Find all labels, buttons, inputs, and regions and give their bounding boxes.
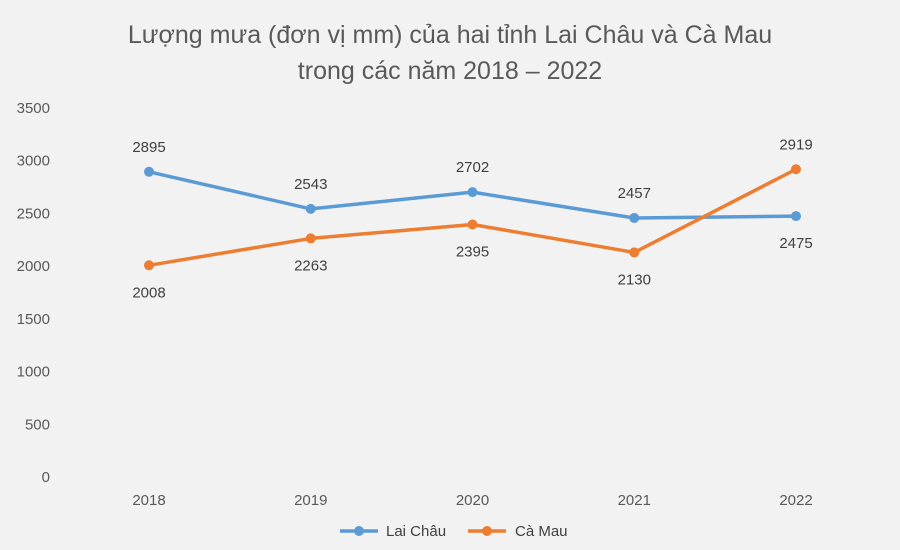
- y-tick-label: 3500: [17, 100, 50, 117]
- data-label: 2895: [132, 139, 165, 156]
- data-label: 2543: [294, 176, 327, 193]
- y-tick-label: 2500: [17, 205, 50, 222]
- x-tick-label: 2020: [456, 492, 489, 509]
- data-point: [467, 187, 478, 198]
- legend-swatch-marker: [482, 526, 492, 536]
- data-label: 2919: [779, 136, 812, 153]
- data-point: [305, 233, 316, 244]
- y-tick-label: 3000: [17, 153, 50, 170]
- legend-swatch-marker: [354, 526, 364, 536]
- x-tick-label: 2019: [294, 492, 327, 509]
- y-tick-label: 1500: [17, 311, 50, 328]
- legend-label: Lai Châu: [386, 523, 446, 540]
- chart-title: Lượng mưa (đơn vị mm) của hai tỉnh Lai C…: [127, 21, 773, 49]
- data-point: [467, 219, 478, 230]
- data-point: [791, 211, 801, 222]
- y-tick-label: 1000: [17, 364, 50, 381]
- x-tick-label: 2018: [132, 492, 165, 509]
- data-point: [305, 203, 316, 214]
- data-label: 2263: [294, 257, 327, 274]
- data-point: [791, 164, 801, 175]
- data-label: 2475: [779, 235, 812, 252]
- data-label: 2395: [456, 243, 489, 260]
- data-point: [144, 166, 154, 177]
- data-point: [144, 260, 154, 271]
- data-point: [629, 212, 640, 223]
- data-label: 2130: [618, 271, 651, 288]
- y-tick-label: 500: [25, 416, 50, 433]
- y-tick-label: 0: [42, 469, 50, 486]
- legend-item: Lai Châu: [340, 523, 446, 540]
- x-tick-label: 2022: [779, 492, 812, 509]
- legend-item: Cà Mau: [468, 523, 568, 540]
- chart-subtitle: trong các năm 2018 – 2022: [297, 57, 603, 85]
- data-label: 2008: [132, 284, 165, 301]
- data-label: 2702: [456, 159, 489, 176]
- data-label: 2457: [618, 185, 651, 202]
- data-point: [629, 247, 640, 258]
- y-tick-label: 2000: [17, 258, 50, 275]
- legend-label: Cà Mau: [515, 523, 568, 540]
- x-tick-label: 2021: [618, 492, 651, 509]
